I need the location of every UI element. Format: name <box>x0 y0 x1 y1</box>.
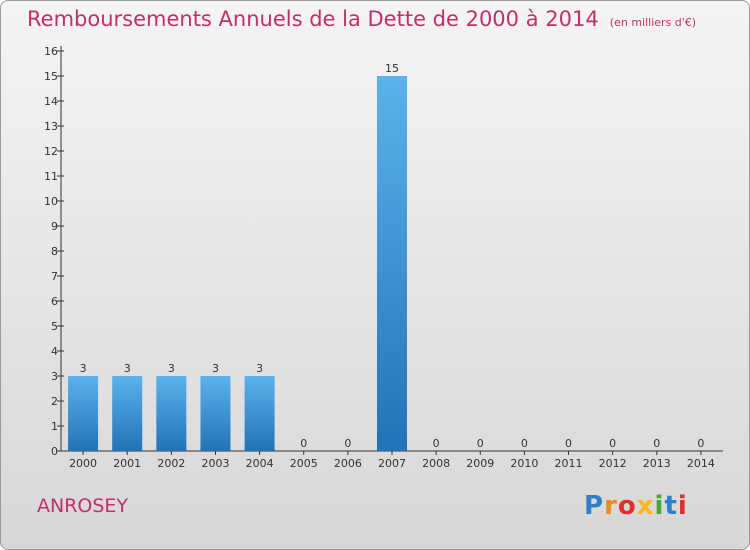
y-tick-label: 11 <box>44 170 58 183</box>
x-tick-label: 2010 <box>510 457 538 470</box>
y-tick-label: 6 <box>51 295 58 308</box>
y-tick-label: 9 <box>51 220 58 233</box>
y-tick-label: 4 <box>51 345 58 358</box>
value-label: 0 <box>697 437 704 450</box>
title-text: Remboursements Annuels de la Dette de 20… <box>27 7 599 31</box>
y-tick-label: 14 <box>44 95 58 108</box>
logo-letter: P <box>584 491 605 521</box>
value-label: 0 <box>565 437 572 450</box>
x-tick-label: 2011 <box>555 457 583 470</box>
logo-letter: i <box>654 491 665 521</box>
x-tick-label: 2009 <box>466 457 494 470</box>
logo-letter: x <box>636 491 655 521</box>
value-label: 3 <box>124 362 131 375</box>
x-tick-label: 2008 <box>422 457 450 470</box>
proxiti-logo[interactable]: Proxiti <box>584 491 688 521</box>
logo-letter: o <box>617 491 637 521</box>
y-tick-label: 8 <box>51 245 58 258</box>
x-tick-label: 2013 <box>643 457 671 470</box>
x-tick-label: 2007 <box>378 457 406 470</box>
bar <box>377 76 407 451</box>
y-tick-label: 12 <box>44 145 58 158</box>
x-tick-label: 2004 <box>246 457 274 470</box>
commune-name: ANROSEY <box>37 495 129 517</box>
y-tick-label: 5 <box>51 320 58 333</box>
unit-label: (en milliers d'€) <box>609 16 697 29</box>
logo-letter: r <box>604 491 618 521</box>
value-label: 15 <box>385 62 399 75</box>
y-tick-label: 2 <box>51 395 58 408</box>
x-tick-label: 2014 <box>687 457 715 470</box>
bar <box>68 376 99 451</box>
x-tick-label: 2002 <box>157 457 185 470</box>
value-label: 0 <box>521 437 528 450</box>
y-tick-label: 15 <box>44 70 58 83</box>
y-tick-label: 3 <box>51 370 58 383</box>
value-label: 0 <box>433 437 440 450</box>
value-label: 0 <box>344 437 351 450</box>
x-tick-label: 2003 <box>201 457 229 470</box>
y-tick-label: 10 <box>44 195 58 208</box>
value-label: 0 <box>653 437 660 450</box>
value-label: 0 <box>300 437 307 450</box>
value-label: 3 <box>168 362 175 375</box>
y-tick-label: 16 <box>44 45 58 58</box>
bar <box>156 376 187 451</box>
x-tick-label: 2000 <box>69 457 97 470</box>
value-label: 3 <box>80 362 87 375</box>
y-tick-label: 0 <box>51 445 58 458</box>
bar <box>244 376 275 451</box>
logo-letter: i <box>677 491 688 521</box>
x-tick-label: 2012 <box>599 457 627 470</box>
logo-letter: t <box>664 491 678 521</box>
y-tick-label: 13 <box>44 120 58 133</box>
x-tick-label: 2001 <box>113 457 141 470</box>
x-tick-label: 2005 <box>290 457 318 470</box>
bar <box>200 376 231 451</box>
y-tick-label: 1 <box>51 420 58 433</box>
value-label: 3 <box>256 362 263 375</box>
x-tick-label: 2006 <box>334 457 362 470</box>
chart-title: Remboursements Annuels de la Dette de 20… <box>27 7 696 31</box>
value-label: 3 <box>212 362 219 375</box>
y-tick-label: 7 <box>51 270 58 283</box>
value-label: 0 <box>477 437 484 450</box>
bar <box>112 376 143 451</box>
value-label: 0 <box>609 437 616 450</box>
